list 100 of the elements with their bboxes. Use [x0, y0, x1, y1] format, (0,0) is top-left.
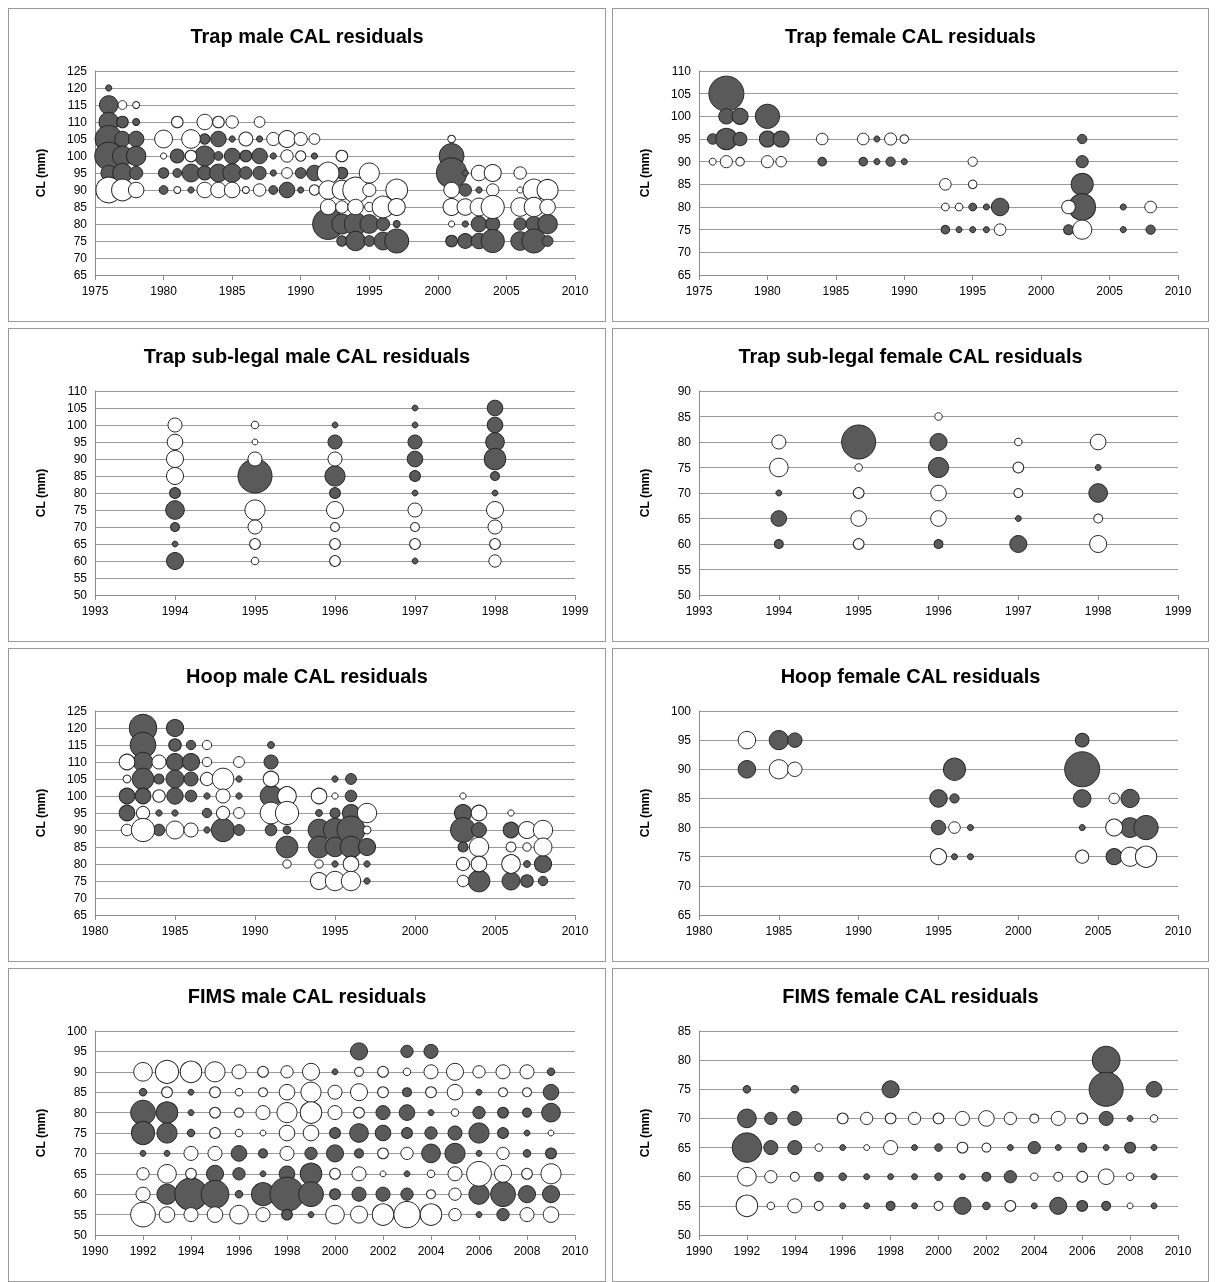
chart-title: FIMS female CAL residuals — [782, 985, 1039, 1007]
y-tick-label: 75 — [73, 234, 88, 248]
x-tick-label: 1995 — [925, 924, 953, 938]
x-tick-label: 1985 — [765, 924, 793, 938]
y-tick-label: 70 — [73, 520, 88, 534]
y-tick-label: 75 — [677, 460, 692, 475]
y-tick-label: 65 — [73, 537, 88, 551]
y-tick-label: 50 — [73, 1228, 88, 1242]
y-tick-label: 60 — [677, 537, 692, 551]
y-tick-label: 65 — [73, 908, 88, 922]
y-tick-label: 85 — [677, 1024, 692, 1038]
y-tick-label: 120 — [66, 721, 88, 735]
x-tick-label: 2000 — [925, 1244, 953, 1258]
x-tick-label: 1992 — [733, 1244, 761, 1258]
x-tick-label: 2000 — [424, 284, 452, 298]
x-tick-label: 2002 — [369, 1244, 397, 1258]
y-tick-label: 95 — [677, 132, 692, 146]
y-tick-label: 95 — [677, 733, 692, 748]
x-tick-label: 2005 — [493, 284, 521, 298]
y-axis-title: CL (mm) — [34, 468, 48, 518]
y-axis-title: CL (mm) — [638, 468, 652, 518]
x-tick-label: 1998 — [1084, 604, 1112, 618]
y-tick-label: 75 — [677, 1082, 692, 1097]
x-tick-label: 2005 — [1084, 924, 1112, 938]
x-tick-label: 2000 — [1027, 284, 1055, 298]
y-tick-label: 100 — [670, 704, 692, 718]
x-tick-label: 1995 — [959, 284, 987, 298]
x-tick-label: 2006 — [465, 1244, 493, 1258]
chart-title: FIMS male CAL residuals — [187, 985, 427, 1007]
y-tick-label: 65 — [677, 268, 692, 282]
x-tick-label: 1995 — [845, 604, 873, 618]
y-tick-label: 85 — [73, 469, 88, 483]
y-tick-label: 80 — [73, 486, 88, 500]
y-tick-label: 85 — [73, 840, 88, 854]
y-tick-label: 100 — [66, 418, 88, 432]
y-tick-label: 75 — [73, 874, 88, 888]
y-tick-label: 85 — [677, 409, 692, 424]
y-tick-label: 50 — [677, 1228, 692, 1242]
y-tick-label: 125 — [66, 64, 88, 78]
x-tick-label: 2000 — [401, 924, 429, 938]
chart-title: Trap sub-legal male CAL residuals — [143, 345, 471, 367]
y-tick-label: 70 — [73, 891, 88, 905]
y-tick-label: 85 — [73, 200, 88, 214]
y-tick-label: 105 — [670, 86, 692, 101]
x-tick-label: 1980 — [150, 284, 178, 298]
y-tick-label: 110 — [671, 64, 692, 78]
x-tick-label: 1985 — [161, 924, 189, 938]
x-tick-label: 1975 — [685, 284, 713, 298]
x-tick-label: 1990 — [81, 1244, 109, 1258]
x-tick-label: 1997 — [1004, 604, 1032, 618]
x-tick-label: 1994 — [765, 604, 793, 618]
y-tick-label: 55 — [73, 1207, 88, 1222]
y-tick-label: 70 — [73, 251, 88, 265]
y-tick-label: 70 — [73, 1146, 88, 1161]
y-tick-label: 70 — [677, 486, 692, 500]
x-tick-label: 2002 — [973, 1244, 1001, 1258]
y-tick-label: 55 — [677, 1198, 692, 1213]
x-tick-label: 1990 — [845, 924, 873, 938]
y-tick-label: 100 — [66, 789, 88, 803]
y-tick-label: 110 — [67, 384, 88, 398]
x-tick-label: 1990 — [241, 924, 269, 938]
y-tick-label: 110 — [67, 755, 88, 769]
y-tick-label: 90 — [73, 1064, 88, 1079]
x-tick-label: 1997 — [401, 604, 429, 618]
y-tick-label: 115 — [67, 98, 88, 112]
x-tick-label: 1980 — [685, 924, 713, 938]
x-tick-label: 1995 — [241, 604, 269, 618]
x-tick-label: 1999 — [561, 604, 589, 618]
y-tick-label: 105 — [66, 132, 88, 146]
x-tick-label: 1985 — [218, 284, 246, 298]
chart-title: Hoop female CAL residuals — [780, 665, 1041, 687]
y-tick-label: 95 — [73, 435, 88, 449]
x-tick-label: 2010 — [561, 1244, 589, 1258]
y-axis-title: CL (mm) — [638, 788, 652, 838]
x-tick-label: 2010 — [1164, 1244, 1192, 1258]
y-tick-label: 70 — [677, 1111, 692, 1126]
y-tick-label: 120 — [66, 81, 88, 95]
chart-title: Hoop male CAL residuals — [186, 665, 428, 687]
y-tick-label: 100 — [66, 1024, 88, 1038]
y-tick-label: 70 — [677, 245, 692, 260]
y-tick-label: 85 — [677, 791, 692, 806]
y-axis-title: CL (mm) — [34, 1108, 48, 1158]
x-tick-label: 1996 — [225, 1244, 253, 1258]
y-tick-label: 80 — [677, 200, 692, 214]
x-tick-label: 1980 — [754, 284, 782, 298]
x-tick-label: 1994 — [161, 604, 189, 618]
x-tick-label: 1980 — [81, 924, 109, 938]
chart-title: Trap female CAL residuals — [785, 25, 1036, 47]
y-tick-label: 65 — [677, 1140, 692, 1155]
x-tick-label: 1990 — [890, 284, 918, 298]
x-tick-label: 2010 — [1164, 284, 1192, 298]
x-tick-label: 1990 — [685, 1244, 713, 1258]
y-tick-label: 80 — [677, 820, 692, 835]
y-tick-label: 95 — [73, 806, 88, 820]
y-tick-label: 100 — [670, 109, 692, 124]
x-tick-label: 1993 — [685, 604, 713, 618]
x-tick-label: 2006 — [1068, 1244, 1096, 1258]
y-tick-label: 50 — [73, 588, 88, 602]
y-axis-title: CL (mm) — [638, 1108, 652, 1158]
y-tick-label: 80 — [73, 857, 88, 871]
